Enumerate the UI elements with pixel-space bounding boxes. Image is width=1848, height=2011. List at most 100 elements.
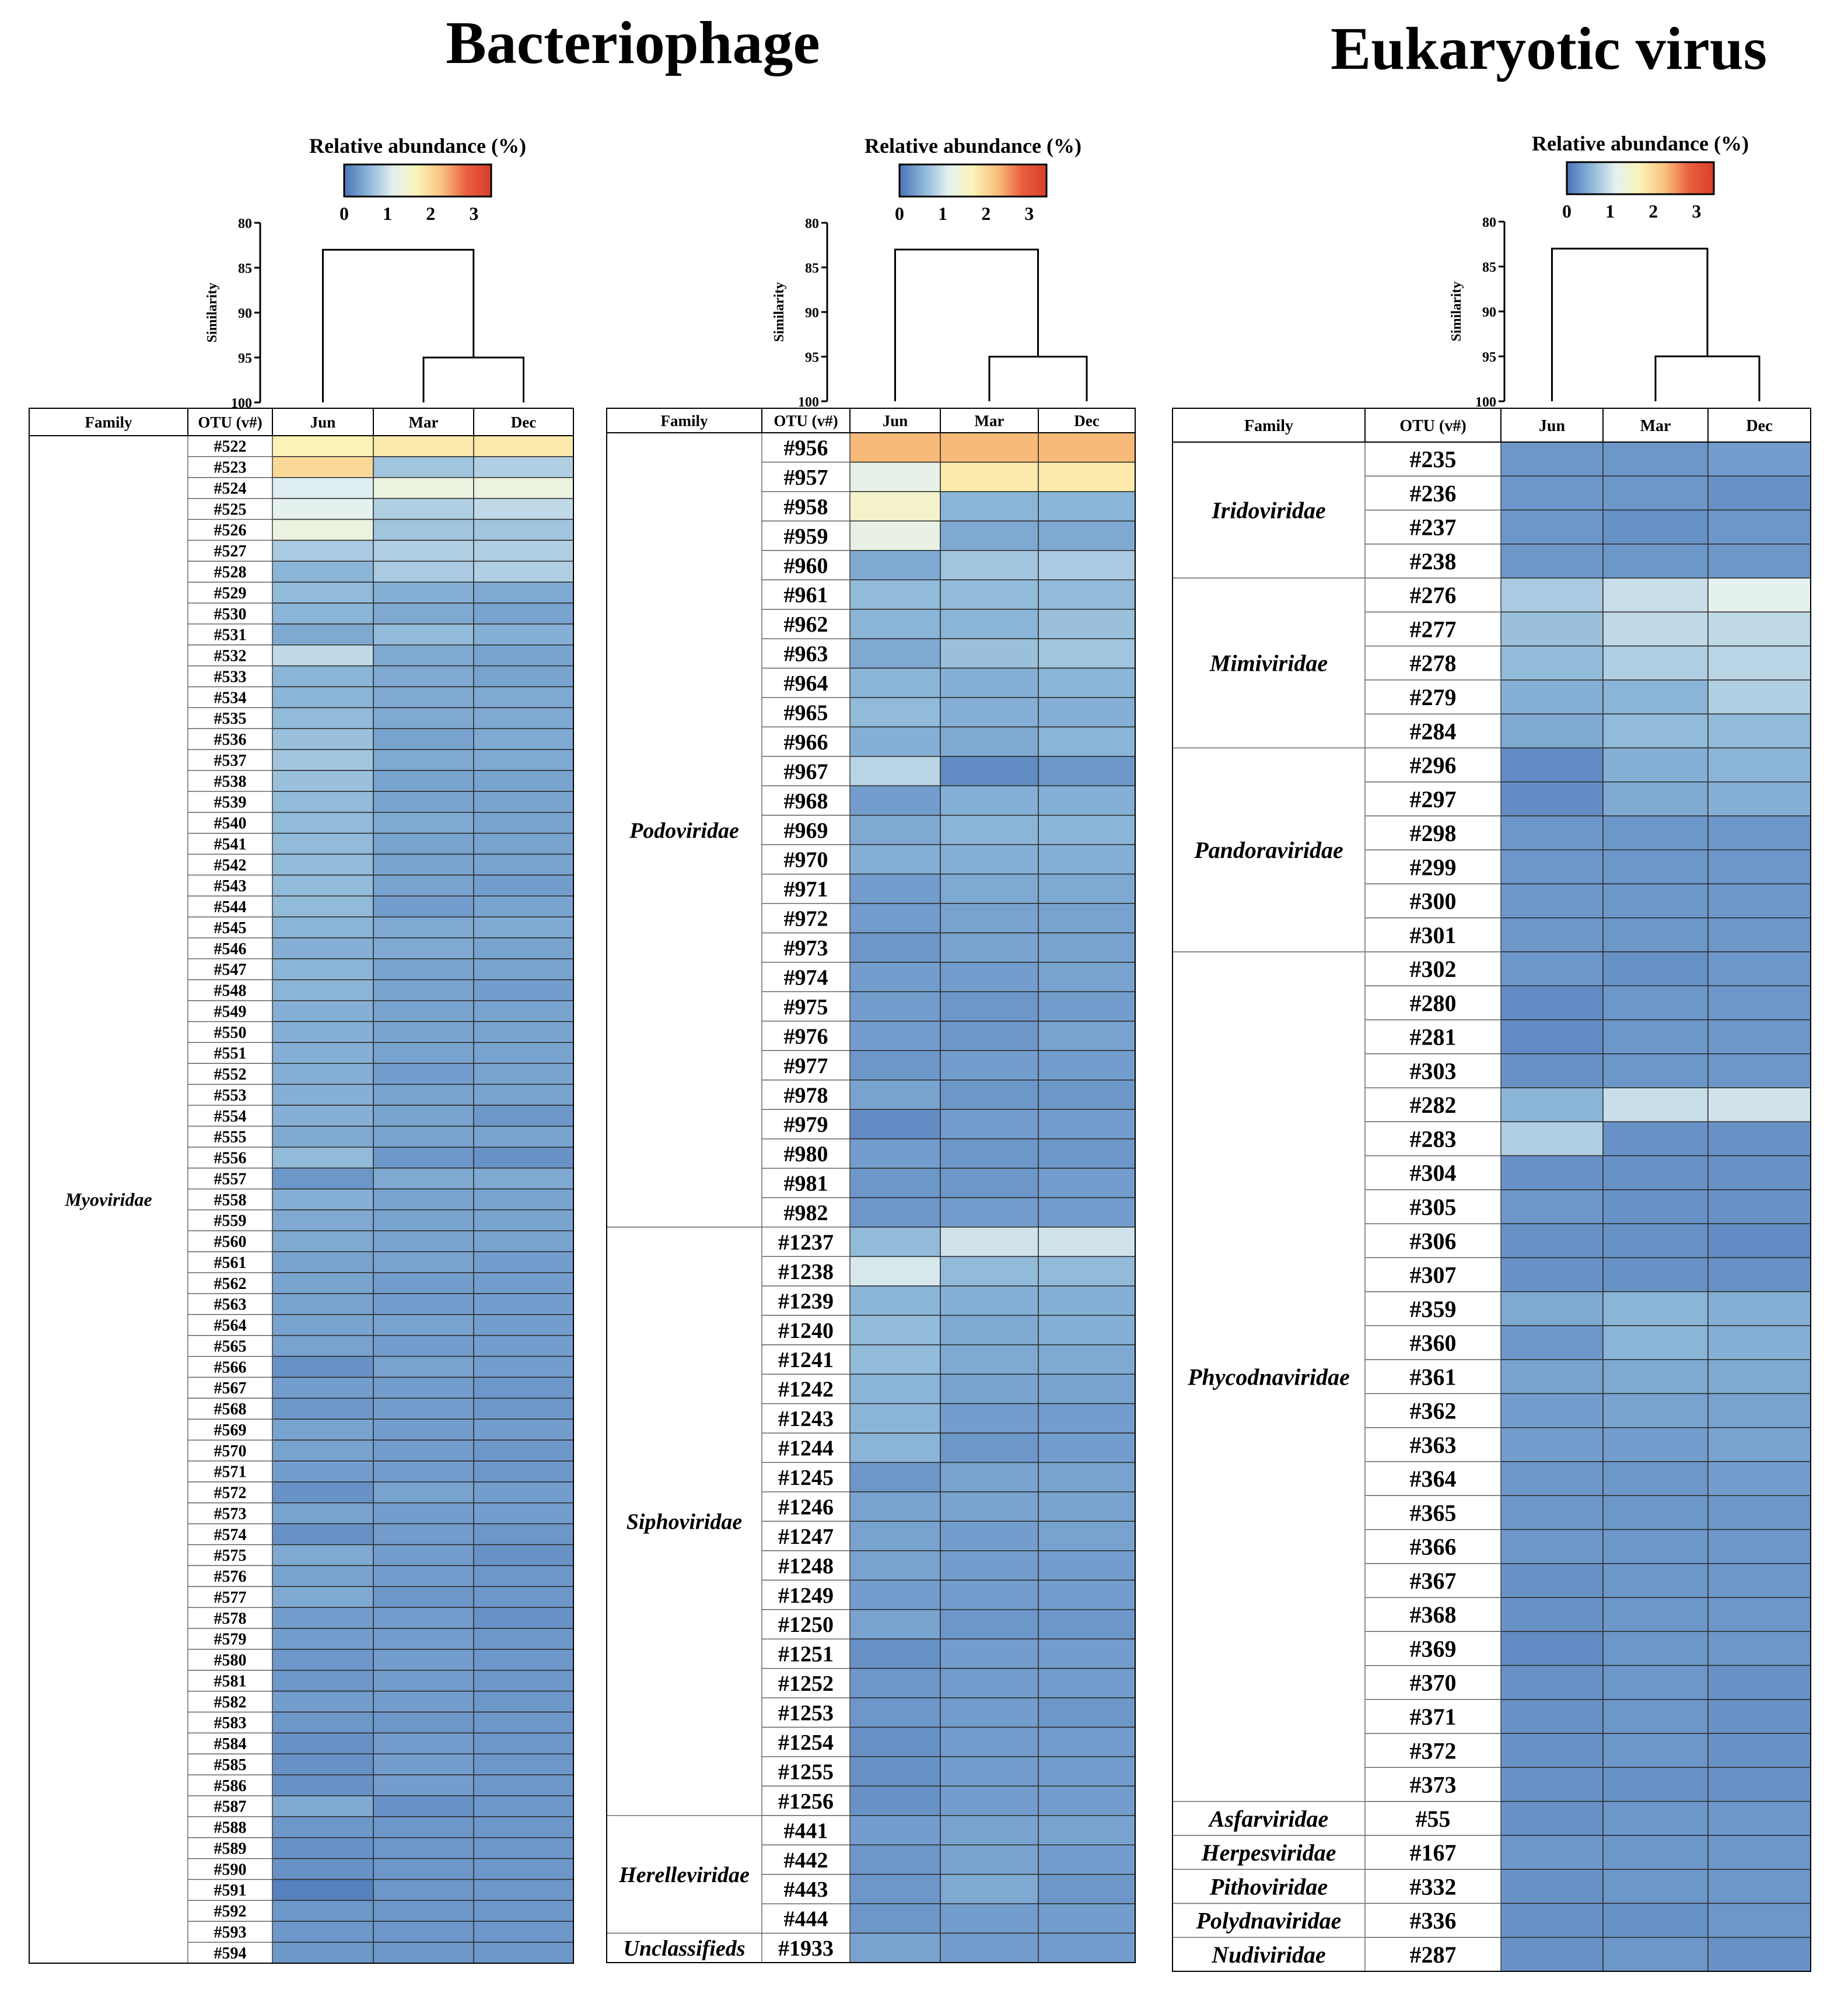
heatmap-cell [1038, 697, 1136, 728]
heatmap-cell [940, 962, 1039, 993]
heatmap-cell [1707, 781, 1811, 817]
heatmap-cell [1038, 1227, 1136, 1257]
otu-label: #532 [214, 647, 247, 665]
otu-label: #543 [214, 877, 247, 895]
heatmap-cell [473, 1105, 574, 1127]
heatmap-cell [473, 1753, 574, 1775]
colorbar [343, 163, 492, 198]
heatmap-cell [473, 1230, 574, 1252]
table-header [29, 408, 574, 436]
heatmap-cell [272, 1000, 374, 1022]
heatmap-cell [940, 1579, 1039, 1610]
heatmap-cell [272, 623, 374, 646]
heatmap-cell [1602, 917, 1709, 952]
heatmap-cell [849, 1227, 941, 1257]
otu-label: #583 [214, 1714, 247, 1732]
otu-label: #282 [1410, 1092, 1457, 1118]
heatmap-cell [1500, 1835, 1604, 1870]
heatmap-cell [1038, 932, 1136, 963]
otu-label: #572 [214, 1484, 247, 1502]
heatmap-cell [473, 1272, 574, 1294]
heatmap-cell [1500, 679, 1604, 714]
heatmap-cell [940, 1903, 1039, 1934]
otu-label: #534 [214, 689, 247, 707]
heatmap-cell [272, 1147, 374, 1169]
otu-label: #362 [1410, 1398, 1457, 1424]
heatmap-cell [473, 1816, 574, 1838]
heatmap-cell [849, 1609, 941, 1639]
heatmap-cell [1038, 520, 1136, 551]
header-sample-jun: Jun [1539, 417, 1566, 435]
heatmap-cell [940, 1197, 1039, 1228]
heatmap-cell [1038, 1785, 1136, 1816]
heatmap-cell [849, 1374, 941, 1404]
heatmap-cell [1500, 577, 1604, 613]
heatmap-cell [272, 1607, 374, 1629]
heatmap-cell [473, 1167, 574, 1190]
heatmap-cell [849, 520, 941, 551]
otu-label: #571 [214, 1463, 247, 1481]
heatmap-cell [272, 1816, 374, 1838]
otu-label: #956 [784, 436, 828, 461]
heatmap-cell [272, 644, 374, 667]
heatmap-cell [940, 1021, 1039, 1052]
otu-label: #370 [1410, 1670, 1457, 1696]
otu-label: #974 [784, 965, 828, 990]
otu-label: #580 [214, 1652, 247, 1670]
otu-label: #1239 [778, 1289, 834, 1313]
heatmap-cell [373, 895, 474, 917]
otu-label: #969 [784, 818, 828, 843]
heatmap-cell [272, 1397, 374, 1420]
heatmap-cell [940, 1432, 1039, 1463]
heatmap-cell [1707, 747, 1811, 783]
otu-label: #589 [214, 1840, 247, 1858]
family-label: Herelleviridae [618, 1863, 750, 1887]
heatmap-cell [473, 1544, 574, 1567]
heatmap-cell [849, 432, 941, 463]
heatmap-cell [940, 756, 1039, 787]
heatmap-cell [373, 1251, 474, 1273]
heatmap-panel-1: Relative abundance (%)0 1 2 380859095100Sim… [29, 134, 574, 1964]
heatmap-cell [1602, 1936, 1709, 1972]
heatmap-cell [373, 1481, 474, 1504]
heatmap-cell [940, 1756, 1039, 1787]
heatmap-cell [1038, 1579, 1136, 1610]
heatmap-cell [272, 1334, 374, 1357]
heatmap-cell [272, 1732, 374, 1754]
heatmap-cell [373, 1418, 474, 1441]
dendrogram-tick-label: 80 [1482, 215, 1496, 230]
heatmap-cell [473, 1690, 574, 1713]
otu-label: #1249 [778, 1583, 834, 1608]
heatmap-cell [272, 770, 374, 792]
heatmap-cell [272, 1711, 374, 1734]
heatmap-cell [373, 979, 474, 1001]
heatmap-cell [940, 1638, 1039, 1669]
family-label: Pandoraviridae [1194, 837, 1343, 863]
heatmap-cell [1500, 442, 1604, 477]
heatmap-cell [373, 1042, 474, 1064]
heatmap-cell [473, 1669, 574, 1692]
heatmap-cell [940, 1079, 1039, 1110]
heatmap-cell [849, 1344, 941, 1375]
heatmap-cell [1500, 1291, 1604, 1326]
heatmap-cell [1707, 815, 1811, 850]
heatmap-cell [1038, 1050, 1136, 1081]
heatmap-cell [373, 770, 474, 792]
heatmap-cell [1500, 1087, 1604, 1123]
table-border [606, 432, 1136, 1963]
heatmap-cell [473, 686, 574, 709]
heatmap-cell [849, 1726, 941, 1757]
heatmap-cell [1707, 577, 1811, 613]
colorbar-label: Relative abundance (%) [309, 134, 526, 157]
heatmap-cell [373, 1439, 474, 1462]
heatmap-cell [473, 1732, 574, 1754]
dendrogram-tick-label: 100 [798, 395, 819, 410]
heatmap-cell [373, 1921, 474, 1943]
otu-label: #1243 [778, 1407, 834, 1431]
colorbar-tick: 2 [981, 203, 991, 224]
otu-label: #359 [1410, 1296, 1457, 1322]
otu-label: #305 [1410, 1194, 1457, 1220]
heatmap-cell [373, 1628, 474, 1650]
otu-label: #444 [784, 1907, 828, 1932]
heatmap-cell [473, 1251, 574, 1273]
